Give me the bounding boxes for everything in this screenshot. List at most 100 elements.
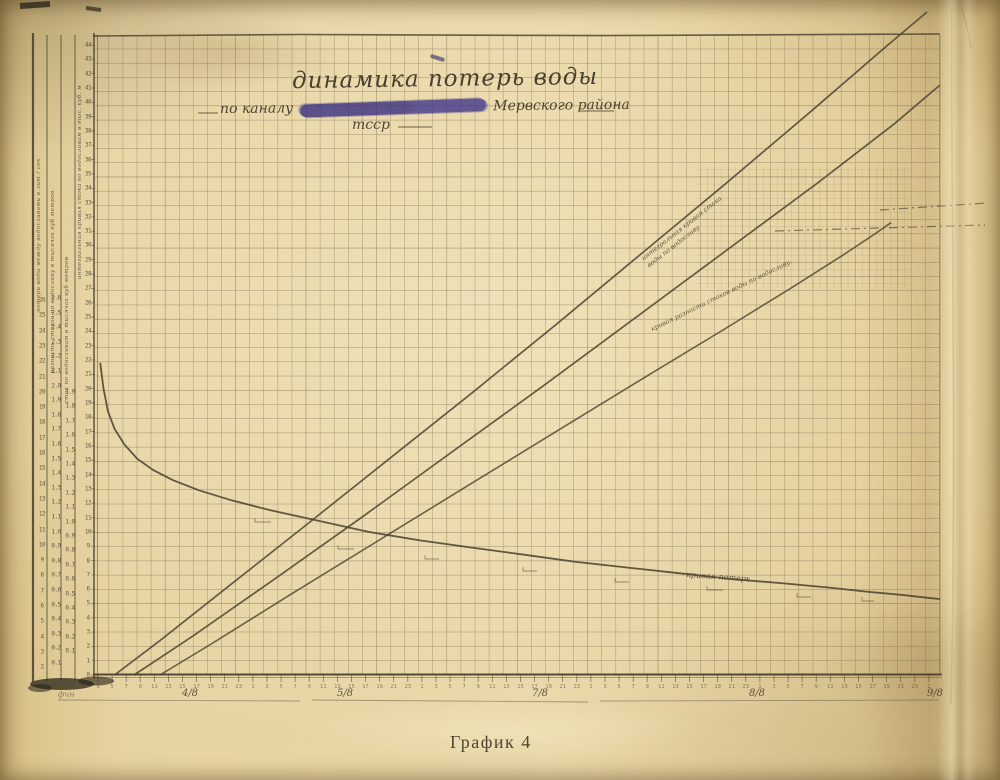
y-tick-label: 1.2 <box>51 498 61 506</box>
y-tick-label: 1.7 <box>51 425 61 433</box>
y-tick-label: 1.1 <box>51 513 61 521</box>
y-tick-label: 25 <box>84 313 92 321</box>
y-tick-label: 16 <box>38 449 46 457</box>
y-tick-label: 6 <box>40 602 44 610</box>
y-tick-label: 1 <box>86 657 90 665</box>
x-hour-tick-label: 15 <box>517 684 524 690</box>
y-tick-label: 0.9 <box>65 532 75 540</box>
subtitle-suffix: Мервского района <box>493 96 630 115</box>
x-hour-tick-label: 5 <box>617 684 621 690</box>
x-hour-tick-label: 9 <box>476 684 480 690</box>
y-tick-label: 0.7 <box>51 571 61 579</box>
y-tick-label: 32 <box>84 213 92 221</box>
y-tick-label: 21 <box>38 373 46 380</box>
y-tick-label: 19 <box>84 399 92 407</box>
x-hour-tick-label: 21 <box>897 684 905 690</box>
subtitle-prefix: по каналу <box>219 100 294 118</box>
y-scale-label-flow: сток по водосливам в тысячах куб метров <box>64 256 70 404</box>
x-hour-tick-label: 9 <box>138 684 142 690</box>
y-tick-label: 3 <box>40 648 44 656</box>
y-tick-label: 8 <box>86 557 90 565</box>
chart-subtitle: по каналу Мервского района <box>220 97 630 117</box>
y-tick-label: 1.0 <box>65 518 75 526</box>
torn-edge-marks-top <box>19 1 102 12</box>
y-tick-label: 3 <box>86 628 90 636</box>
y-tick-label: 1.3 <box>65 474 75 482</box>
x-hour-tick-label: 1 <box>251 684 255 690</box>
paper-stain <box>300 700 720 760</box>
y-tick-label: 31 <box>84 227 92 235</box>
y-tick-label: 0.9 <box>51 542 61 550</box>
grid <box>95 35 940 675</box>
measurement-step-marks <box>254 518 874 602</box>
y-tick-label: 41 <box>84 84 92 92</box>
x-hour-tick-label: 15 <box>686 684 693 690</box>
x-date-label: 9/8 <box>926 688 944 699</box>
y-tick-label: 2.2 <box>51 352 61 360</box>
x-hour-tick-label: 15 <box>179 684 186 690</box>
chart-title: динамика потерь воды <box>291 63 599 95</box>
y-tick-label: 1.4 <box>65 460 75 468</box>
y-tick-label: 25 <box>38 311 46 319</box>
y-tick-label: 13 <box>38 495 46 503</box>
y-tick-label: 27 <box>84 284 92 292</box>
curve-label-losses: кривая потерь <box>686 570 751 584</box>
y-tick-label: 14 <box>84 471 92 479</box>
y-tick-label: 33 <box>84 199 92 207</box>
x-hour-tick-label: 21 <box>559 684 567 690</box>
x-hour-tick-label: 5 <box>448 684 452 690</box>
y-tick-label: 0.4 <box>65 604 75 612</box>
y-tick-label: 2.4 <box>51 323 61 331</box>
x-hour-tick-label: 13 <box>165 684 172 690</box>
x-hour-tick-label: 7 <box>631 684 635 690</box>
y-tick-label: 1.1 <box>65 503 75 511</box>
y-tick-label: 35 <box>84 170 92 178</box>
curve-flow-difference <box>159 221 892 676</box>
paper-stain <box>120 20 340 90</box>
x-hour-tick-label: 11 <box>320 684 327 690</box>
y-tick-label: 20 <box>38 388 46 396</box>
y-tick-label: 1.9 <box>51 396 61 404</box>
y-tick-label: 2.1 <box>51 367 61 375</box>
x-hour-tick-label: 21 <box>728 684 736 690</box>
x-hour-tick-label: 1 <box>420 684 424 690</box>
y-tick-label: 1.8 <box>65 402 75 410</box>
y-axis-tick-marks <box>91 44 95 676</box>
x-axis-unit-label: фчн <box>58 690 75 699</box>
y-tick-label: 11 <box>84 514 92 522</box>
x-date-label: 8/8 <box>748 688 766 699</box>
x-hour-tick-label: 17 <box>531 684 538 690</box>
x-hour-tick-label: 19 <box>207 684 214 690</box>
x-hour-tick-label: 3 <box>434 684 438 690</box>
figure-caption: График 4 <box>450 732 532 752</box>
plot-borders <box>92 33 942 678</box>
y-tick-label: 24 <box>38 327 46 335</box>
y-tick-label: 4 <box>40 633 44 641</box>
y-tick-label: 13 <box>84 485 92 493</box>
y-tick-label: 0.5 <box>65 590 75 598</box>
x-hour-tick-label: 7 <box>462 684 466 690</box>
y-tick-label: 17 <box>38 434 46 442</box>
chart-subtitle-republic: тсср <box>352 117 390 133</box>
x-hour-tick-label: 17 <box>362 684 369 690</box>
y-tick-label: 11 <box>38 526 46 533</box>
x-hour-tick-label: 9 <box>814 684 818 690</box>
x-hour-tick-label: 19 <box>376 684 383 690</box>
x-hour-tick-label: 9 <box>645 684 649 690</box>
x-hour-tick-label: 15 <box>348 684 355 690</box>
y-tick-label: 18 <box>38 418 46 426</box>
y-tick-label: 36 <box>84 156 92 164</box>
y-tick-label: 0.2 <box>65 633 75 641</box>
y-tick-label: 23 <box>84 342 92 350</box>
y-tick-label: 0.8 <box>51 557 61 565</box>
x-hour-tick-label: 11 <box>827 684 834 690</box>
y-tick-label: 0.2 <box>51 644 61 652</box>
y-scale-label-integral: интегральная кривая стока по водосливам … <box>77 84 83 280</box>
x-hour-tick-label: 7 <box>124 684 128 690</box>
x-hour-tick-label: 19 <box>883 684 890 690</box>
y-tick-label: 7 <box>40 587 44 595</box>
x-date-label: 7/8 <box>531 688 549 699</box>
y-tick-label: 5 <box>40 617 44 625</box>
x-date-label: 4/8 <box>181 688 199 699</box>
